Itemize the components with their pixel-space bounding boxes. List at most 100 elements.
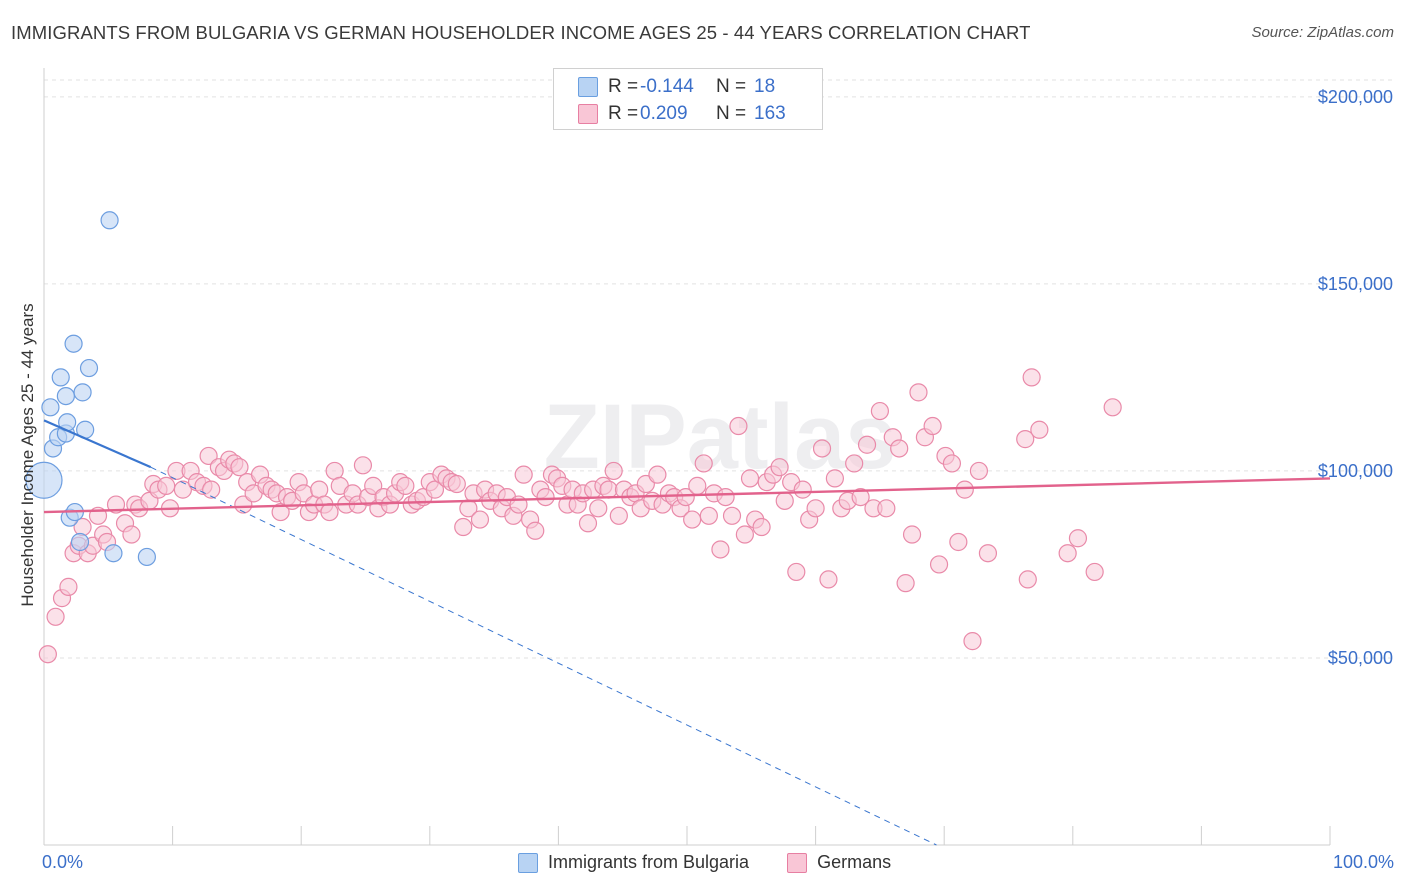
germans-point: [851, 488, 870, 507]
y-tick-label: $50,000: [1328, 648, 1393, 668]
germans-point: [699, 506, 718, 525]
series-name-bulgaria: Immigrants from Bulgaria: [548, 852, 750, 872]
germans-point: [923, 416, 942, 436]
germans-point: [1022, 368, 1041, 387]
germans-point: [694, 454, 713, 473]
stats-legend: R = -0.144 N = 18 R = 0.209 N = 163: [553, 68, 823, 130]
watermark: ZIPatlas: [544, 386, 897, 488]
germans-point: [578, 514, 598, 533]
germans-point: [454, 517, 473, 537]
x-tick-label-min: 0.0%: [42, 852, 84, 872]
germans-point: [59, 577, 78, 596]
germans-point: [1058, 544, 1077, 563]
germans-point: [722, 506, 742, 525]
legend-r-value-bulgaria: -0.144: [640, 76, 694, 97]
germans-point: [963, 632, 982, 651]
germans-point: [929, 555, 949, 574]
legend-n-value-germans: 163: [754, 103, 786, 124]
germans-point: [609, 506, 628, 525]
germans-point: [676, 488, 695, 507]
bulgaria-point: [64, 334, 83, 353]
germans-point: [230, 458, 249, 477]
germans-point: [877, 499, 896, 518]
germans-point: [955, 480, 974, 499]
bulgaria-point: [100, 211, 119, 230]
germans-point: [447, 474, 466, 494]
germans-point: [425, 480, 445, 499]
germans-point: [234, 495, 253, 514]
germans-point: [688, 476, 707, 495]
series-swatch-bulgaria: [518, 852, 538, 873]
y-tick-label: $100,000: [1318, 461, 1393, 481]
legend-n-label: N =: [716, 76, 747, 97]
germans-point: [396, 476, 415, 495]
germans-point: [1018, 570, 1037, 589]
germans-point: [271, 502, 290, 522]
legend-row-bulgaria: R = -0.144 N = 18: [578, 74, 775, 100]
germans-point: [978, 544, 998, 563]
germans-point: [711, 540, 730, 559]
germans-point: [812, 439, 832, 458]
bulgaria-point: [104, 544, 123, 563]
germans-point: [825, 469, 844, 488]
germans-point: [648, 465, 667, 484]
germans-point: [38, 645, 57, 664]
germans-point: [729, 416, 748, 436]
germans-point: [157, 476, 176, 495]
germans-point: [683, 510, 702, 529]
series-legend-bulgaria[interactable]: Immigrants from Bulgaria: [518, 852, 749, 873]
germans-point: [1103, 398, 1122, 417]
legend-n-value-bulgaria: 18: [754, 76, 776, 97]
germans-point: [106, 495, 126, 514]
germans-point: [199, 446, 218, 466]
germans-point: [1016, 430, 1035, 449]
germans-point: [1030, 420, 1049, 439]
series-swatch-germans: [787, 852, 808, 873]
germans-point: [740, 469, 760, 488]
legend-r-label: R =: [608, 103, 639, 124]
bulgaria-point: [56, 386, 75, 406]
germans-point: [735, 525, 754, 544]
germans-point: [1085, 562, 1104, 582]
bulgaria-trend-line: [43, 419, 152, 469]
series-name-germans: Germans: [817, 852, 892, 872]
germans-point: [320, 502, 339, 522]
germans-point: [716, 488, 735, 507]
germans-point: [604, 461, 623, 481]
germans-point: [870, 401, 890, 421]
germans-point: [806, 499, 825, 518]
germans-point: [1068, 529, 1088, 548]
series-legend-germans[interactable]: Germans: [787, 852, 891, 873]
legend-swatch-bulgaria: [578, 77, 598, 97]
bulgaria-trend-extension: [150, 466, 937, 846]
bulgaria-point: [79, 358, 99, 378]
germans-point: [857, 435, 877, 454]
germans-point: [202, 480, 221, 499]
legend-r-value-germans: 0.209: [640, 103, 688, 124]
germans-point: [845, 454, 864, 473]
bulgaria-point: [73, 383, 92, 402]
source-label: Source: ZipAtlas.com: [1251, 24, 1394, 41]
legend-swatch-germans: [578, 104, 598, 124]
germans-point: [775, 491, 794, 510]
germans-point: [770, 458, 789, 477]
germans-point: [819, 570, 838, 589]
germans-point: [787, 562, 806, 582]
germans-point: [599, 480, 618, 499]
series-legend: Immigrants from Bulgaria Germans: [518, 852, 929, 873]
germans-point: [122, 525, 141, 544]
y-tick-label: $150,000: [1318, 274, 1393, 294]
germans-point: [949, 532, 968, 552]
bulgaria-point: [70, 532, 90, 552]
germans-point: [536, 488, 555, 507]
germans-point: [942, 454, 962, 473]
germans-point: [969, 461, 989, 481]
germans-point: [909, 383, 928, 402]
germans-point: [890, 439, 909, 458]
germans-point: [470, 510, 490, 529]
germans-point: [364, 476, 383, 495]
bulgaria-point: [137, 547, 156, 567]
germans-point: [46, 607, 65, 626]
bulgaria-point: [25, 461, 63, 499]
